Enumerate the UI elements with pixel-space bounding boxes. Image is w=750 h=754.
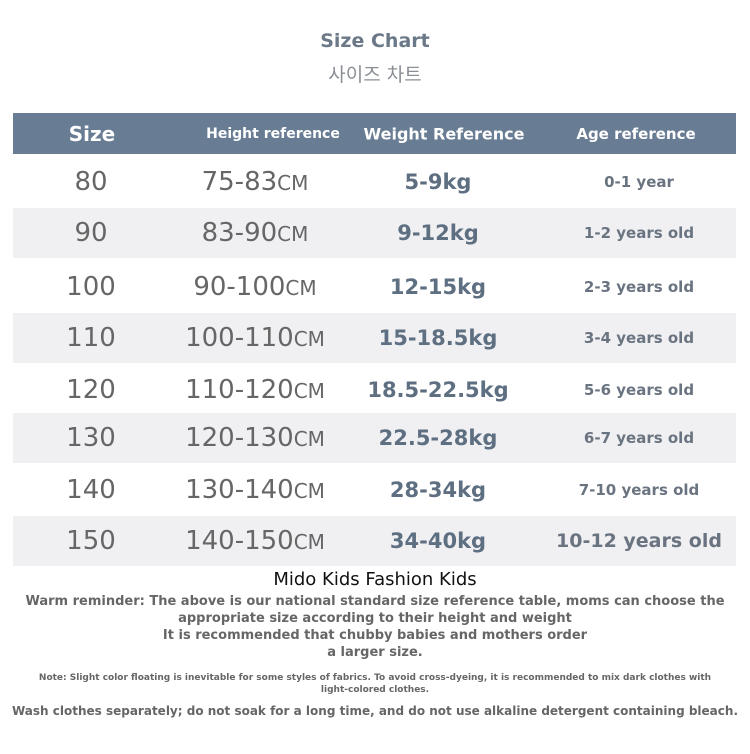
height-value: 130-140 [185, 475, 294, 505]
header-size: Size [68, 121, 116, 146]
size-cell: 100 [66, 272, 116, 302]
age-cell: 1-2 years old [583, 224, 695, 242]
table-row: 90 83-90CM 9-12kg 1-2 years old [13, 208, 736, 258]
height-value: 140-150 [185, 526, 294, 556]
height-cell: 100-110CM [185, 323, 325, 353]
height-value: 120-130 [185, 423, 294, 453]
height-value: 90-100 [193, 272, 286, 302]
header-weight: Weight Reference [363, 124, 525, 143]
header-height: Height reference [206, 125, 340, 142]
height-unit: CM [293, 479, 325, 503]
reminder-line: a larger size. [327, 645, 423, 660]
size-cell: 80 [74, 167, 108, 197]
height-unit: CM [293, 530, 325, 554]
wash-note: Wash clothes separately; do not soak for… [11, 704, 738, 718]
note-line: Note: Slight color floating is inevitabl… [38, 673, 712, 683]
weight-cell: 34-40kg [389, 529, 487, 553]
size-cell: 130 [66, 423, 116, 453]
weight-cell: 15-18.5kg [378, 326, 498, 350]
watermark: Mido Kids Fashion Kids [273, 569, 477, 590]
height-cell: 75-83CM [202, 167, 309, 197]
reminder-line: appropriate size according to their heig… [178, 611, 572, 626]
table-row: 140 130-140CM 28-34kg 7-10 years old [13, 465, 736, 515]
weight-cell: 12-15kg [389, 275, 487, 299]
height-cell: 140-150CM [185, 526, 325, 556]
reminder-line: It is recommended that chubby babies and… [162, 628, 588, 643]
size-cell: 120 [66, 375, 116, 405]
height-cell: 90-100CM [193, 272, 316, 302]
table-row: 120 110-120CM 18.5-22.5kg 5-6 years old [13, 365, 736, 415]
table-header: Size Height reference Weight Reference A… [13, 113, 736, 154]
table-row: 110 100-110CM 15-18.5kg 3-4 years old [13, 313, 736, 363]
age-cell: 6-7 years old [583, 429, 695, 447]
table-row: 80 75-83CM 5-9kg 0-1 year [13, 157, 736, 207]
height-unit: CM [293, 427, 325, 451]
height-cell: 130-140CM [185, 475, 325, 505]
height-unit: CM [293, 327, 325, 351]
height-value: 100-110 [185, 323, 294, 353]
height-unit: CM [285, 276, 317, 300]
height-cell: 110-120CM [185, 375, 325, 405]
age-cell: 7-10 years old [578, 481, 700, 499]
table-row: 130 120-130CM 22.5-28kg 6-7 years old [13, 413, 736, 463]
reminder-line: Warm reminder: The above is our national… [25, 594, 725, 609]
age-cell: 10-12 years old [556, 530, 722, 552]
height-value: 83-90 [201, 218, 278, 248]
height-cell: 83-90CM [202, 218, 309, 248]
size-cell: 90 [74, 218, 108, 248]
weight-cell: 18.5-22.5kg [367, 378, 509, 402]
note-line: light-colored clothes. [320, 685, 430, 695]
weight-cell: 22.5-28kg [378, 426, 498, 450]
age-cell: 0-1 year [604, 173, 674, 191]
size-cell: 140 [66, 475, 116, 505]
weight-cell: 5-9kg [404, 170, 472, 194]
size-cell: 150 [66, 526, 116, 556]
age-cell: 2-3 years old [583, 278, 695, 296]
weight-cell: 28-34kg [389, 478, 487, 502]
weight-cell: 9-12kg [397, 221, 479, 245]
fabric-note: Note: Slight color floating is inevitabl… [0, 672, 750, 696]
size-cell: 110 [66, 323, 116, 353]
height-value: 110-120 [185, 375, 294, 405]
age-cell: 3-4 years old [583, 329, 695, 347]
chart-title: Size Chart [320, 30, 430, 52]
table-row: 100 90-100CM 12-15kg 2-3 years old [13, 262, 736, 312]
height-value: 75-83 [201, 167, 278, 197]
height-cell: 120-130CM [185, 423, 325, 453]
height-unit: CM [277, 171, 309, 195]
warm-reminder: Warm reminder: The above is our national… [0, 593, 750, 661]
height-unit: CM [277, 222, 309, 246]
table-row: 150 140-150CM 34-40kg 10-12 years old [13, 516, 736, 566]
chart-subtitle: 사이즈 차트 [328, 64, 422, 86]
header-age: Age reference [576, 124, 696, 143]
height-unit: CM [293, 379, 325, 403]
age-cell: 5-6 years old [583, 381, 695, 399]
